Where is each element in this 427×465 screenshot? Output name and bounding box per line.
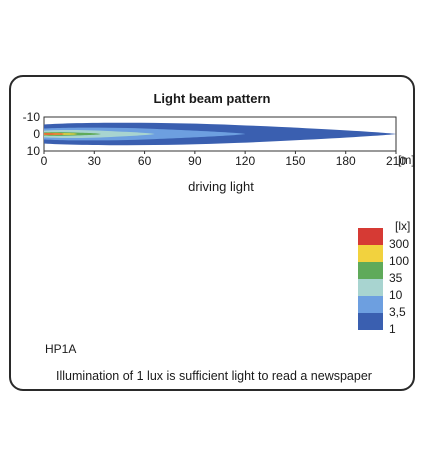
- footnote: Illumination of 1 lux is sufficient ligh…: [56, 369, 372, 383]
- chart-title: Light beam pattern: [153, 91, 271, 106]
- x-axis-ticks: 0 30 60 90 120 150 180 210: [41, 151, 406, 168]
- legend-label: 1: [389, 322, 396, 336]
- legend-swatch: [358, 296, 383, 313]
- x-tick-label: 210: [386, 154, 406, 168]
- y-tick-label: 10: [27, 144, 41, 158]
- y-tick-label: 0: [33, 127, 40, 141]
- legend-label: 100: [389, 254, 410, 268]
- legend-label: 3,5: [389, 305, 406, 319]
- legend-swatch: [358, 262, 383, 279]
- legend-swatch: [358, 313, 383, 330]
- x-tick-label: 0: [41, 154, 48, 168]
- legend-label: 300: [389, 237, 410, 251]
- lux-legend: [lx] 300 100 35 10 3,5 1: [358, 219, 418, 336]
- x-tick-label: 180: [336, 154, 356, 168]
- legend-label: 35: [389, 271, 403, 285]
- legend-label: 10: [389, 288, 403, 302]
- y-axis-ticks: -10 0 10: [23, 110, 41, 158]
- x-tick-label: 150: [285, 154, 305, 168]
- y-tick-label: -10: [23, 110, 41, 124]
- legend-swatch: [358, 279, 383, 296]
- x-tick-label: 30: [88, 154, 102, 168]
- x-axis-unit: [m]: [398, 153, 415, 167]
- x-tick-label: 120: [235, 154, 255, 168]
- model-label: HP1A: [45, 342, 77, 356]
- x-tick-label: 60: [138, 154, 152, 168]
- legend-unit: [lx]: [395, 219, 411, 233]
- beam-pattern-card: Light beam pattern 0 30 60 90 120 150 180 210 -…: [9, 75, 415, 391]
- x-axis-label: driving light: [188, 179, 254, 194]
- isolux-contours: [44, 122, 396, 146]
- x-tick-label: 90: [188, 154, 202, 168]
- legend-swatch: [358, 228, 383, 245]
- legend-swatch: [358, 245, 383, 262]
- contour-300-lux: [44, 133, 65, 135]
